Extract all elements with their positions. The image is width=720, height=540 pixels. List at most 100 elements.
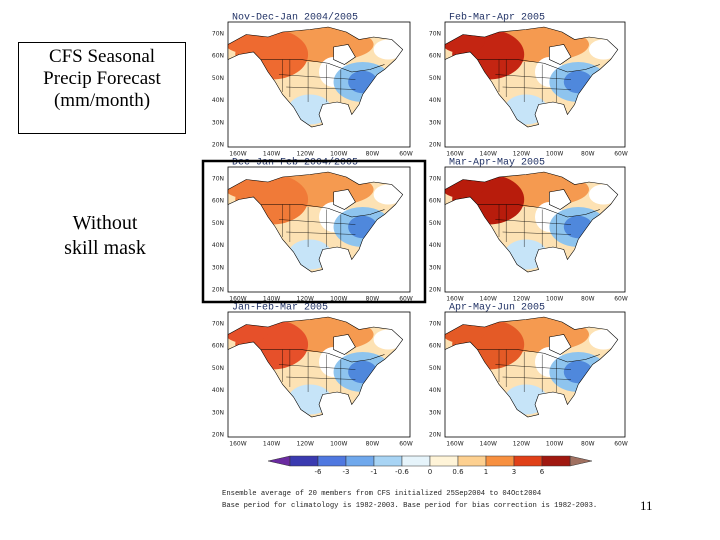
state-line (279, 365, 355, 370)
hudson-bay (334, 190, 356, 210)
hudson-bay (549, 190, 571, 210)
lat-label: 30N (212, 264, 224, 271)
field-northeast (589, 184, 618, 205)
map-panel: Feb-Mar-Apr 2005 70N 60N 50N 40N 30N 20N 160W 14… (429, 12, 628, 158)
lat-label: 20N (212, 287, 224, 294)
colorbar-label: 1 (484, 468, 488, 476)
page-number: 11 (640, 498, 653, 513)
panel-title: Feb-Mar-Apr 2005 (449, 12, 545, 24)
colorbar-box (457, 455, 487, 467)
field-northeast (589, 39, 618, 60)
colorbar-arrow (569, 455, 593, 467)
map-panel: Mar-Apr-May 2005 70N 60N 50N 40N 30N 20N 160W 14… (429, 158, 628, 303)
state-line (503, 232, 571, 235)
border-line (261, 350, 385, 363)
lon-label: 100W (330, 441, 347, 448)
lon-label: 120W (513, 151, 530, 158)
lat-label: 60N (429, 198, 441, 205)
lat-label: 40N (429, 387, 441, 394)
lon-label: 100W (330, 296, 347, 303)
lat-label: 20N (429, 287, 441, 294)
lon-label: 120W (297, 151, 314, 158)
border-line (261, 205, 385, 218)
lat-label: 50N (429, 75, 441, 82)
lat-label: 70N (212, 176, 224, 183)
lon-label: 80W (366, 296, 380, 303)
note-line: Without (72, 212, 138, 234)
colorbar-box (429, 455, 459, 467)
lon-label: 120W (513, 296, 530, 303)
state-line (503, 87, 571, 90)
lon-label: 160W (229, 441, 246, 448)
lon-label: 100W (546, 151, 563, 158)
lat-label: 30N (429, 119, 441, 126)
hudson-bay (549, 45, 571, 65)
lon-label: 100W (330, 151, 347, 158)
state-line (495, 75, 571, 80)
colorbar-box (485, 455, 515, 467)
hudson-bay (334, 335, 356, 355)
border-line (477, 205, 599, 218)
map-panel: Apr-May-Jun 2005 70N 60N 50N 40N 30N 20N 160W 14… (429, 303, 628, 448)
lat-label: 60N (429, 343, 441, 350)
field-northeast (589, 329, 618, 350)
title-line: Precip Forecast (43, 68, 161, 89)
panel-title: Nov-Dec-Jan 2004/2005 (232, 12, 358, 24)
lat-label: 60N (212, 198, 224, 205)
colorbar-arrow (267, 455, 291, 467)
lon-label: 160W (229, 296, 246, 303)
lat-label: 70N (429, 31, 441, 38)
panel-title: Apr-May-Jun 2005 (449, 303, 545, 314)
lon-label: 160W (446, 296, 463, 303)
lon-label: 140W (480, 296, 497, 303)
colorbar-box (317, 455, 347, 467)
colorbar-box (289, 455, 319, 467)
coastline (445, 27, 618, 127)
field-northeast (373, 184, 403, 205)
state-line (279, 220, 355, 225)
lon-label: 140W (480, 441, 497, 448)
coastline (228, 27, 403, 127)
coastline (445, 317, 618, 417)
lat-label: 40N (429, 97, 441, 104)
lat-label: 30N (212, 409, 224, 416)
lon-label: 140W (263, 441, 280, 448)
lon-label: 60W (614, 296, 628, 303)
state-line (286, 232, 355, 235)
note-line: skill mask (64, 237, 146, 259)
lat-label: 50N (429, 365, 441, 372)
state-line (495, 220, 571, 225)
field-northeast (373, 39, 403, 60)
lat-label: 20N (429, 142, 441, 149)
map-panel: Nov-Dec-Jan 2004/2005 70N 60N 50N 40N 30N 20N 1… (212, 12, 413, 158)
lon-label: 120W (297, 296, 314, 303)
lon-label: 80W (581, 441, 595, 448)
panel-title: Mar-Apr-May 2005 (449, 158, 545, 169)
colorbar-box (541, 455, 571, 467)
border-line (477, 350, 599, 363)
colorbar: -6 -3 -1 -0.6 0 0.6 1 3 6 (267, 455, 593, 476)
lat-label: 70N (429, 321, 441, 328)
map-panel: Jan-Feb-Mar 2005 70N 60N 50N 40N 30N 20N 160W 14… (212, 302, 413, 448)
lon-label: 80W (366, 151, 380, 158)
title-line: CFS Seasonal (48, 46, 156, 67)
state-line (495, 365, 571, 370)
lon-label: 60W (399, 296, 413, 303)
lon-label: 140W (263, 151, 280, 158)
field-northeast (373, 329, 403, 350)
lon-label: 60W (614, 441, 628, 448)
border-line (261, 60, 385, 73)
lon-label: 100W (546, 441, 563, 448)
title-box: CFS Seasonal Precip Forecast (mm/month) (18, 42, 186, 134)
lon-label: 80W (366, 441, 380, 448)
colorbar-box (401, 455, 431, 467)
lon-label: 80W (581, 296, 595, 303)
colorbar-label: 0.6 (452, 468, 464, 476)
lon-label: 120W (513, 441, 530, 448)
lat-label: 50N (212, 220, 224, 227)
highlight-frame (201, 159, 427, 304)
lon-label: 140W (263, 296, 280, 303)
colorbar-label: 3 (512, 468, 516, 476)
